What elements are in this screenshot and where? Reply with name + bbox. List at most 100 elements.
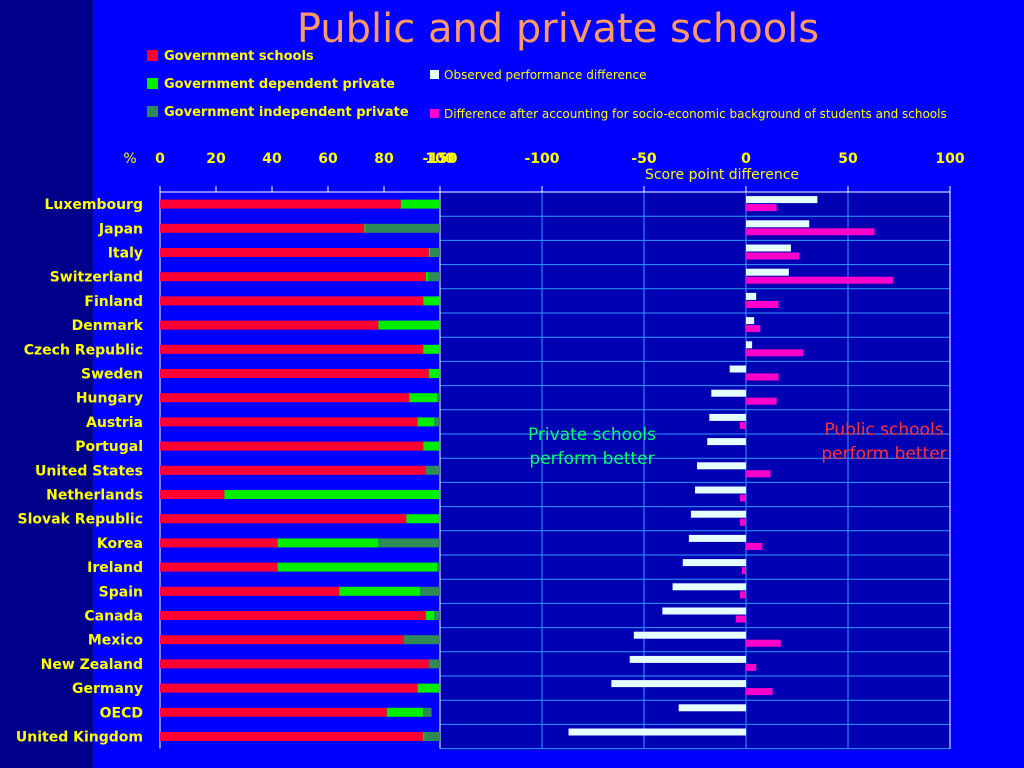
independent-private-share-bar <box>428 659 440 669</box>
dependent-private-share-bar <box>277 562 438 572</box>
government-share-bar <box>160 344 424 354</box>
dependent-private-share-bar <box>423 441 440 451</box>
independent-private-share-bar <box>420 586 440 596</box>
legend-dependent: Government dependent private <box>164 77 395 92</box>
observed-difference-bar <box>746 317 755 325</box>
score-tick-label: 100 <box>935 151 964 167</box>
government-share-bar <box>160 417 418 427</box>
dependent-private-share-bar <box>406 514 440 524</box>
adjusted-difference-bar <box>739 518 746 526</box>
independent-private-share-bar <box>426 465 440 475</box>
observed-difference-bar <box>678 704 746 712</box>
government-share-bar <box>160 732 424 741</box>
country-labels: Luxembourg Japan Italy Switzerland Finland De… <box>16 197 144 745</box>
legend-adjusted: Difference after accounting for socio-ec… <box>444 107 947 121</box>
government-share-bar <box>160 635 404 645</box>
independent-private-share-bar <box>378 538 440 548</box>
government-share-bar <box>160 659 429 669</box>
observed-difference-bar <box>746 196 818 204</box>
government-share-bar <box>160 562 278 572</box>
country-label: Italy <box>108 246 143 262</box>
country-label: Netherlands <box>46 488 143 504</box>
government-share-bar <box>160 369 429 378</box>
observed-difference-bar <box>695 486 746 494</box>
dependent-private-share-bar <box>423 296 440 306</box>
independent-private-share-bar <box>437 562 440 572</box>
slide-title: Public and private schools <box>297 6 819 52</box>
percent-tick-label: 100 <box>425 151 454 167</box>
dependent-private-share-bar <box>417 417 435 427</box>
percent-axis-symbol: % <box>123 151 136 167</box>
government-share-bar <box>160 393 410 403</box>
government-share-bar <box>160 683 418 693</box>
dependent-private-share-bar <box>428 369 440 378</box>
observed-difference-bar <box>633 631 746 639</box>
score-tick-label: -100 <box>524 151 559 167</box>
adjusted-difference-bar <box>739 421 746 429</box>
adjusted-difference-bar <box>746 688 773 696</box>
government-share-bar <box>160 272 426 282</box>
observed-difference-bar <box>746 341 753 349</box>
percentage-stacked-bar-chart <box>160 199 440 741</box>
government-share-bar <box>160 320 379 330</box>
adjusted-difference-bar <box>746 397 777 405</box>
score-plot-area <box>440 192 950 750</box>
left-dark-strip <box>0 0 93 768</box>
country-label: Denmark <box>72 318 144 334</box>
independent-private-share-bar <box>430 248 440 257</box>
country-label: OECD <box>100 705 143 721</box>
country-label: Ireland <box>87 560 143 576</box>
dependent-private-share-bar <box>417 683 440 693</box>
country-label: Hungary <box>76 391 143 407</box>
dependent-private-share-bar <box>426 272 429 282</box>
legend-swatch-independent <box>147 106 158 117</box>
percent-tick-label: 60 <box>318 151 338 167</box>
score-tick-label: 50 <box>838 151 858 167</box>
legend: Government schools Government dependent … <box>147 49 947 121</box>
government-share-bar <box>160 538 278 548</box>
country-label: Japan <box>98 221 143 237</box>
legend-swatch-government <box>147 50 158 61</box>
government-share-bar <box>160 199 401 209</box>
government-share-bar <box>160 296 424 306</box>
adjusted-difference-bar <box>746 228 875 236</box>
country-label: Czech Republic <box>24 342 143 358</box>
government-share-bar <box>160 248 429 257</box>
observed-difference-bar <box>611 680 746 688</box>
legend-observed: Observed performance difference <box>444 68 646 82</box>
country-label: New Zealand <box>41 657 143 673</box>
government-share-bar <box>160 441 424 451</box>
adjusted-difference-bar <box>735 615 746 623</box>
independent-private-share-bar <box>437 393 440 403</box>
country-label: United States <box>35 463 143 479</box>
legend-swatch-adjusted <box>430 109 439 118</box>
country-label: Mexico <box>88 633 144 649</box>
legend-swatch-observed <box>430 70 439 79</box>
legend-government: Government schools <box>164 49 314 64</box>
independent-private-share-bar <box>423 707 432 717</box>
score-tick-label: -150 <box>422 151 457 167</box>
country-label: Luxembourg <box>44 197 143 213</box>
percent-tick-label: 20 <box>206 151 226 167</box>
independent-private-share-bar <box>424 732 440 741</box>
adjusted-difference-bar <box>746 373 779 381</box>
note-public-line-1: Public schools <box>824 420 943 440</box>
dependent-private-share-bar <box>423 732 425 741</box>
independent-private-share-bar <box>434 611 440 620</box>
independent-private-share-bar <box>428 272 440 282</box>
adjusted-difference-bar <box>746 470 771 478</box>
government-share-bar <box>160 586 340 596</box>
country-label: Finland <box>84 294 143 310</box>
percent-tick-label: 80 <box>374 151 394 167</box>
independent-private-share-bar <box>365 223 440 233</box>
government-share-bar <box>160 611 426 620</box>
score-tick-label: 0 <box>741 151 751 167</box>
dependent-private-share-bar <box>426 611 435 620</box>
adjusted-difference-bar <box>746 349 804 357</box>
adjusted-difference-bar <box>739 591 746 599</box>
dependent-private-share-bar <box>277 538 379 548</box>
observed-difference-bar <box>746 220 810 228</box>
country-label: Canada <box>84 609 143 625</box>
dependent-private-share-bar <box>428 248 431 257</box>
